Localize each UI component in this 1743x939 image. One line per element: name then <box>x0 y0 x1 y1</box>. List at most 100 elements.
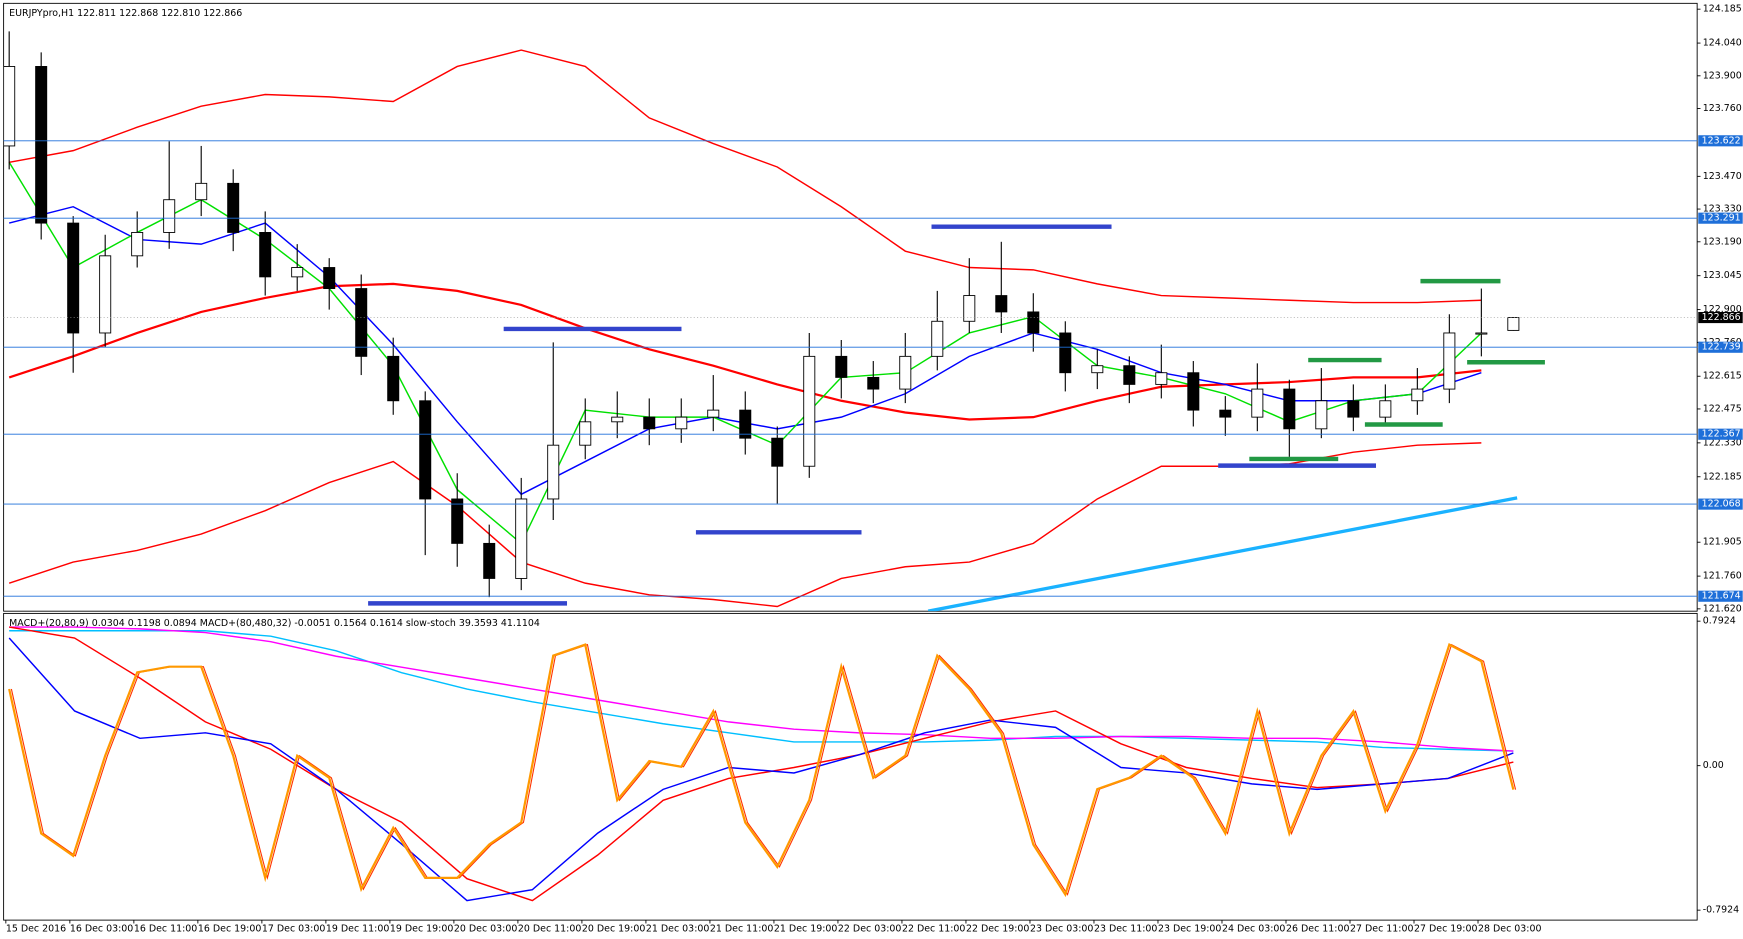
x-tick-label: 27 Dec 11:00 <box>1350 923 1413 934</box>
level-label: 122.739 <box>1702 342 1741 353</box>
indicator-line <box>10 643 1517 896</box>
level-label: 121.674 <box>1702 591 1741 602</box>
candle-body <box>771 437 784 467</box>
y-tick-label: 123.190 <box>1703 236 1742 247</box>
candle-body <box>835 355 848 378</box>
x-tick-label: 21 Dec 11:00 <box>710 923 773 934</box>
candle-body <box>579 421 592 446</box>
x-tick-label: 26 Dec 11:00 <box>1286 923 1349 934</box>
candle-body <box>195 182 208 201</box>
candle-body <box>483 542 496 579</box>
y-tick-label: 123.045 <box>1703 270 1742 281</box>
candle-body <box>1187 372 1200 411</box>
main-header: EURJPYpro,H1 122.811 122.868 122.810 122… <box>9 8 242 19</box>
indicator-line <box>9 49 1482 304</box>
x-tick-label: 24 Dec 03:00 <box>1222 923 1285 934</box>
trendline <box>927 496 1518 612</box>
x-tick-label: 21 Dec 19:00 <box>774 923 837 934</box>
level-label-box <box>1698 590 1743 602</box>
candle-body <box>1411 388 1424 402</box>
candle-body <box>131 232 144 257</box>
y-tick-label: 0.00 <box>1703 760 1724 771</box>
candle-body <box>1219 409 1232 418</box>
x-tick-label: 22 Dec 03:00 <box>838 923 901 934</box>
green-levels <box>1249 278 1545 462</box>
level-label: 122.367 <box>1702 429 1741 440</box>
candle-body <box>803 355 816 467</box>
y-tick-label: 122.185 <box>1703 471 1742 482</box>
y-tick-label: 124.040 <box>1703 38 1742 49</box>
x-tick-label: 22 Dec 19:00 <box>966 923 1029 934</box>
candle-body <box>291 267 304 278</box>
indicator-line <box>8 643 1515 898</box>
candle-body <box>739 409 752 439</box>
candle-body <box>899 355 912 390</box>
candle-body <box>1155 372 1168 385</box>
candle-body <box>931 320 944 357</box>
indicator-line <box>8 282 1482 421</box>
candle-body <box>867 376 880 390</box>
y-tick-label: 0.7924 <box>1703 616 1736 627</box>
x-tick-label: 20 Dec 03:00 <box>454 923 517 934</box>
indicator-header: MACD+(20,80,9) 0.0304 0.1198 0.0894 MACD… <box>9 618 540 629</box>
blue-levels <box>368 224 1377 606</box>
level-label-box <box>1698 341 1743 353</box>
y-tick-label: 124.185 <box>1703 4 1742 15</box>
level-label: 123.291 <box>1702 213 1741 224</box>
main-panel <box>3 2 1698 612</box>
y-tick-label: 123.330 <box>1703 204 1742 215</box>
candle-body <box>1475 332 1488 335</box>
candle-body <box>1123 365 1136 385</box>
candle-body <box>1283 388 1296 430</box>
candle-body <box>163 199 176 233</box>
candle-body <box>1027 311 1040 334</box>
candle-body <box>1059 332 1072 374</box>
drawn-objects <box>368 224 1545 612</box>
candle-body <box>643 416 656 430</box>
x-tick-label: 16 Dec 03:00 <box>70 923 133 934</box>
x-tick-label: 28 Dec 03:00 <box>1478 923 1541 934</box>
x-tick-label: 20 Dec 11:00 <box>518 923 581 934</box>
current-price-box <box>1698 311 1743 324</box>
candle-body <box>355 288 368 357</box>
indicator-plot <box>8 626 1517 902</box>
candle-body <box>35 66 48 224</box>
candle-body <box>611 416 624 423</box>
candle-body <box>99 255 112 334</box>
current-price-label: 122.866 <box>1702 312 1741 323</box>
x-tick-label: 19 Dec 19:00 <box>390 923 453 934</box>
candle-body <box>1091 365 1104 374</box>
y-tick-label: 123.760 <box>1703 103 1742 114</box>
level-label: 123.622 <box>1702 135 1741 146</box>
indicator-line <box>9 630 1514 752</box>
candle-body <box>1251 388 1264 418</box>
x-tick-label: 20 Dec 19:00 <box>582 923 645 934</box>
candle-body <box>547 444 560 500</box>
x-tick-label: 15 Dec 2016 <box>6 923 66 934</box>
candle-body <box>387 355 400 402</box>
candle-body <box>515 498 528 579</box>
candle-body <box>1507 317 1520 331</box>
y-tick-label: 122.615 <box>1703 371 1742 382</box>
x-tick-label: 21 Dec 03:00 <box>646 923 709 934</box>
candle-body <box>675 416 688 430</box>
candle-body <box>1379 400 1392 418</box>
x-tick-label: 23 Dec 11:00 <box>1094 923 1157 934</box>
level-label-box <box>1698 135 1743 147</box>
candle-body <box>1443 332 1456 390</box>
candle-body <box>707 409 720 418</box>
y-tick-label: 121.905 <box>1703 537 1742 548</box>
x-tick-label: 16 Dec 19:00 <box>198 923 261 934</box>
candle-body <box>67 222 80 334</box>
indicator-line <box>8 637 1514 902</box>
y-tick-label: 122.475 <box>1703 403 1742 414</box>
x-tick-label: 23 Dec 03:00 <box>1030 923 1093 934</box>
indicator-line <box>9 626 1514 902</box>
indicator-panel <box>3 612 1698 921</box>
level-label: 122.068 <box>1702 499 1741 510</box>
candle-body <box>323 267 336 290</box>
candle-body <box>419 400 432 500</box>
x-tick-label: 27 Dec 19:00 <box>1414 923 1477 934</box>
level-label-box <box>1698 428 1743 440</box>
